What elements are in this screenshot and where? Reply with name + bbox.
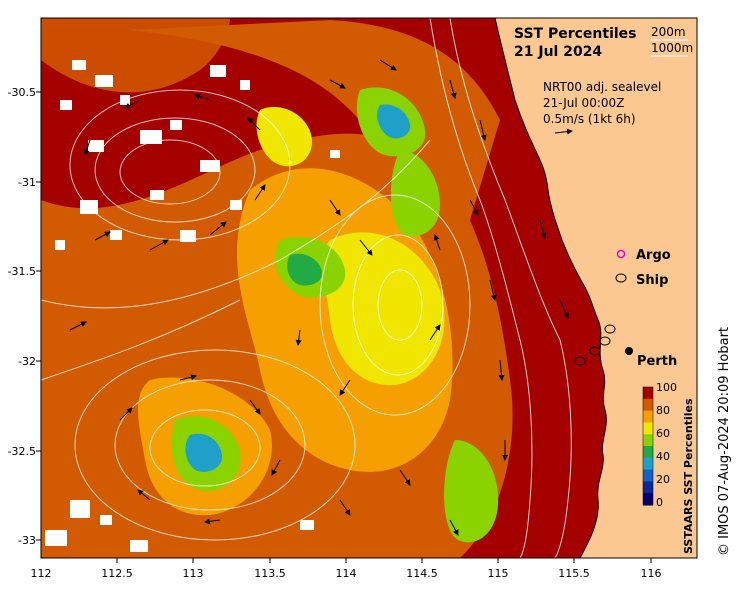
colorbar-tick-20: 20: [656, 473, 670, 486]
y-tick-marks: [36, 91, 41, 541]
argo-legend-label: Argo: [636, 248, 671, 263]
x-tick-116: 116: [641, 567, 662, 580]
current-time-label: 21-Jul 00:00Z: [543, 96, 624, 110]
ship-track: [574, 324, 616, 366]
sst-warm-region-nw: [41, 18, 230, 93]
x-tick-114: 114: [336, 567, 357, 580]
ship-legend-label: Ship: [636, 273, 668, 288]
contour-200m: [449, 18, 572, 558]
sst-green-patch-6: [444, 440, 499, 543]
y-tick-31: -31: [18, 176, 36, 189]
plot-area: [41, 18, 697, 558]
x-tick-114-5: 114.5: [406, 567, 438, 580]
current-vectors: [69, 59, 569, 536]
x-tick-112: 112: [31, 567, 52, 580]
x-axis: 112 112.5 113 113.5 114 114.5 115 115.5 …: [31, 567, 662, 580]
colorbar-swatch: [643, 481, 653, 494]
x-tick-112-5: 112.5: [101, 567, 133, 580]
colorbar-swatch: [643, 387, 653, 400]
sst-green-patch-3: [287, 253, 323, 286]
cloud-gaps: [45, 60, 340, 552]
perth-marker: [625, 347, 633, 355]
colorbar-tick-100: 100: [656, 381, 677, 394]
colorbar-tick-40: 40: [656, 450, 670, 463]
perth-label: Perth: [637, 354, 677, 369]
y-tick-30-5: -30.5: [8, 86, 36, 99]
y-tick-33: -33: [18, 534, 36, 547]
ship-legend-icon: [615, 273, 627, 283]
colorbar-swatch: [643, 469, 653, 482]
argo-legend-icon: [616, 249, 626, 259]
y-tick-32-5: -32.5: [8, 445, 36, 458]
colorbar-swatch: [643, 457, 653, 471]
contour-legend-200m: 200m: [651, 25, 686, 39]
sst-yellow-core: [322, 232, 445, 386]
colorbar-tick-0: 0: [656, 496, 663, 509]
colorbar-swatch: [643, 410, 653, 423]
sst-green-patch-5: [390, 150, 440, 237]
coastline: [494, 18, 607, 558]
y-tick-31-5: -31.5: [8, 265, 36, 278]
contour-1000m: [429, 18, 533, 558]
colorbar-frame: [642, 386, 654, 506]
x-tick-113: 113: [183, 567, 204, 580]
contour-legend-1000m: 1000m: [651, 41, 693, 55]
current-scale-arrow: [554, 128, 573, 135]
colorbar-swatch: [643, 398, 653, 412]
map-title: SST Percentiles: [514, 26, 637, 42]
colorbar-tick-60: 60: [656, 427, 670, 440]
map-date: 21 Jul 2024: [514, 44, 602, 60]
y-tick-32: -32: [18, 355, 36, 368]
colorbar-tick-80: 80: [656, 404, 670, 417]
x-tick-115-5: 115.5: [558, 567, 590, 580]
x-tick-115: 115: [488, 567, 509, 580]
plot-frame: [40, 17, 698, 559]
x-tick-113-5: 113.5: [254, 567, 286, 580]
colorbar: [642, 386, 654, 506]
y-axis: -30.5 -31 -31.5 -32 -32.5 -33: [8, 86, 36, 547]
colorbar-swatch: [643, 446, 653, 459]
sealevel-contours: [41, 89, 471, 541]
colorbar-swatch: [643, 422, 653, 435]
colorbar-label: SSTAARS SST Percentiles: [682, 398, 695, 554]
current-source-label: NRT00 adj. sealevel: [543, 80, 661, 94]
colorbar-swatch: [643, 493, 653, 506]
current-scale-label: 0.5m/s (1kt 6h): [543, 112, 636, 126]
x-tick-marks: [116, 558, 652, 563]
sst-blue-patch-1: [185, 433, 223, 472]
sst-blue-patch-2: [377, 104, 411, 139]
colorbar-swatch: [643, 434, 653, 447]
credit-text: © IMOS 07-Aug-2024 20:09 Hobart: [717, 327, 732, 556]
